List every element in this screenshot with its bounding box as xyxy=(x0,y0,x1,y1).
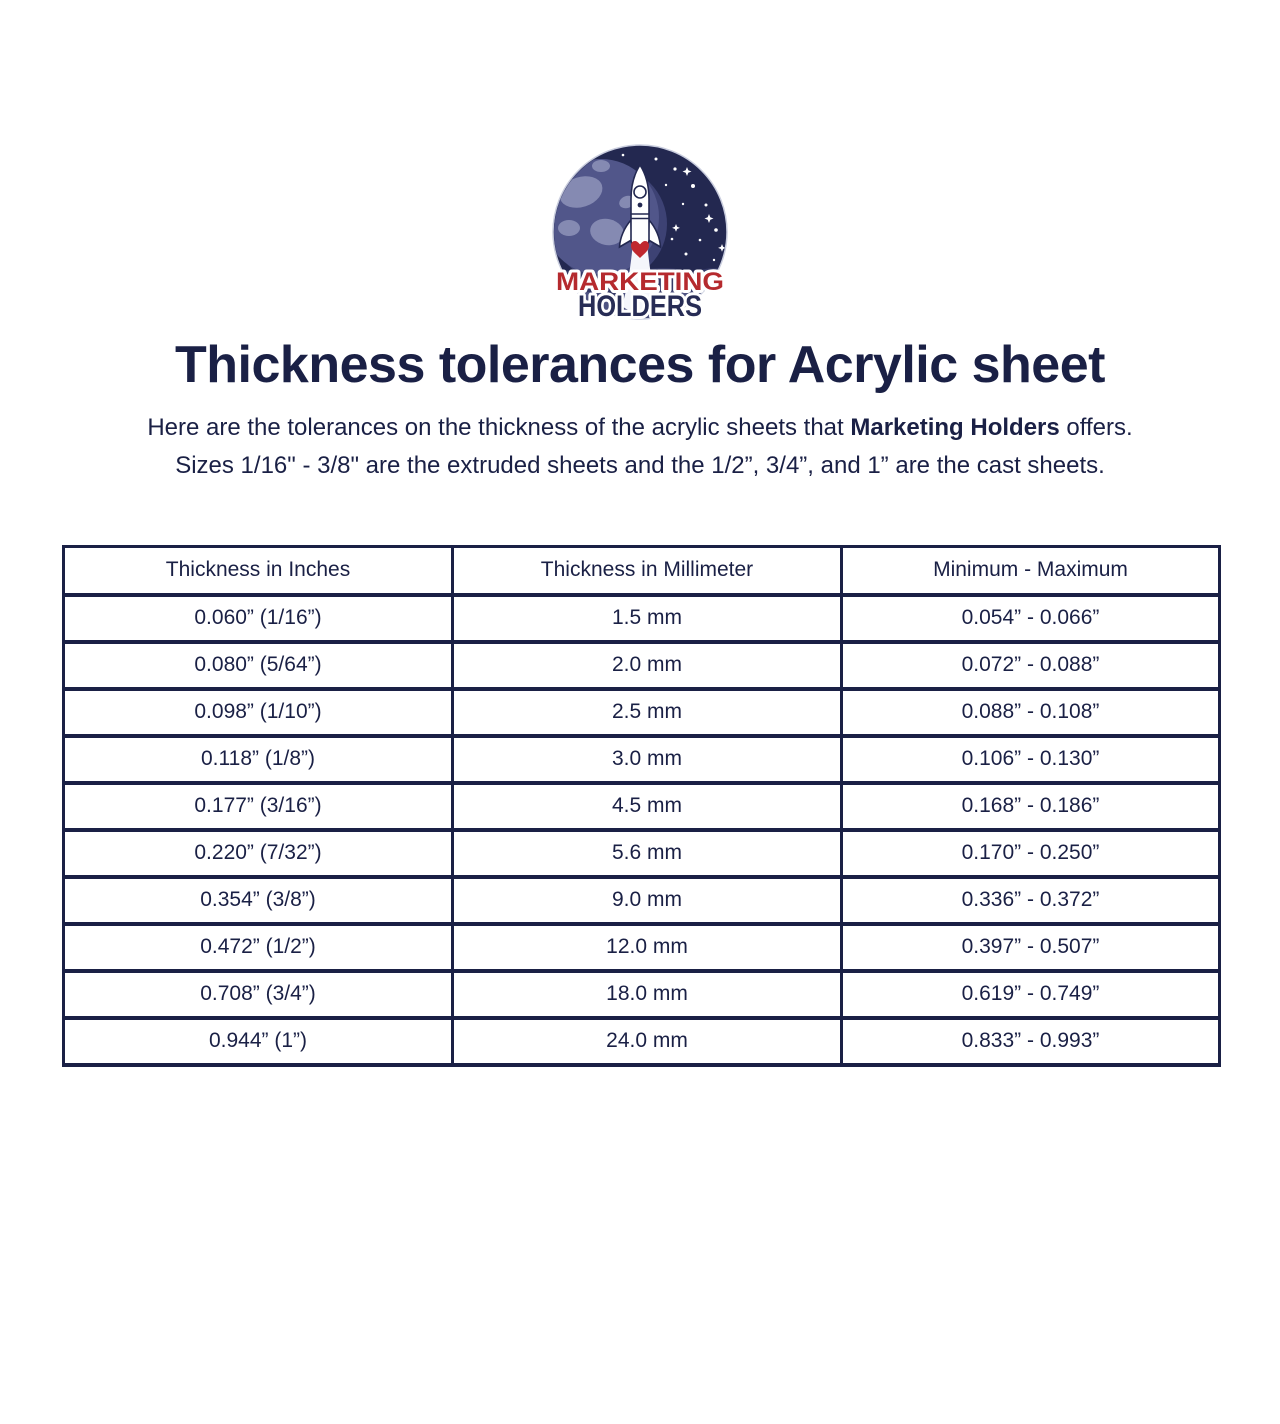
min-max-cell: 0.106” - 0.130” xyxy=(840,734,1221,785)
table-row: 0.472” (1/2”) 12.0 mm 0.397” - 0.507” xyxy=(62,922,1221,973)
marketing-holders-logo: MARKETING HOLDERS xyxy=(535,144,745,326)
table-row: 0.944” (1”) 24.0 mm 0.833” - 0.993” xyxy=(62,1016,1221,1067)
min-max-cell: 0.170” - 0.250” xyxy=(840,828,1221,879)
min-max-cell: 0.336” - 0.372” xyxy=(840,875,1221,926)
millimeter-cell: 4.5 mm xyxy=(451,781,843,832)
tolerance-table: Thickness in Inches Thickness in Millime… xyxy=(62,544,1221,1067)
logo-text-marketing: MARKETING xyxy=(556,268,724,296)
inches-cell: 0.177” (3/16”) xyxy=(62,781,454,832)
table-row: 0.098” (1/10”) 2.5 mm 0.088” - 0.108” xyxy=(62,687,1221,738)
column-header-min-max: Minimum - Maximum xyxy=(840,544,1221,597)
min-max-cell: 0.072” - 0.088” xyxy=(840,640,1221,691)
rocket-icon xyxy=(618,163,662,249)
min-max-cell: 0.168” - 0.186” xyxy=(840,781,1221,832)
page-title: Thickness tolerances for Acrylic sheet xyxy=(175,336,1105,394)
description-line-1: Here are the tolerances on the thickness… xyxy=(40,409,1240,447)
millimeter-cell: 2.0 mm xyxy=(451,640,843,691)
min-max-cell: 0.833” - 0.993” xyxy=(840,1016,1221,1067)
column-header-thickness-millimeter: Thickness in Millimeter xyxy=(451,544,843,597)
min-max-cell: 0.619” - 0.749” xyxy=(840,969,1221,1020)
description-line-2: Sizes 1/16" - 3/8" are the extruded shee… xyxy=(175,451,1105,479)
rocket-space-badge-icon: MARKETING HOLDERS xyxy=(552,144,728,326)
millimeter-cell: 2.5 mm xyxy=(451,687,843,738)
table-row: 0.060” (1/16”) 1.5 mm 0.054” - 0.066” xyxy=(62,593,1221,644)
inches-cell: 0.708” (3/4”) xyxy=(62,969,454,1020)
tolerance-table-body: 0.060” (1/16”) 1.5 mm 0.054” - 0.066” 0.080… xyxy=(62,593,1221,1067)
table-row: 0.354” (3/8”) 9.0 mm 0.336” - 0.372” xyxy=(62,875,1221,926)
millimeter-cell: 5.6 mm xyxy=(451,828,843,879)
description-line1-suffix: offers. xyxy=(1059,413,1133,441)
rocket-exhaust xyxy=(622,242,658,313)
millimeter-cell: 1.5 mm xyxy=(451,593,843,644)
min-max-cell: 0.054” - 0.066” xyxy=(840,593,1221,644)
inches-cell: 0.080” (5/64”) xyxy=(62,640,454,691)
description-line1-prefix: Here are the tolerances on the thickness… xyxy=(147,413,851,441)
inches-cell: 0.354” (3/8”) xyxy=(62,875,454,926)
column-header-thickness-inches: Thickness in Inches xyxy=(62,544,454,597)
inches-cell: 0.944” (1”) xyxy=(62,1016,454,1067)
millimeter-cell: 3.0 mm xyxy=(451,734,843,785)
min-max-cell: 0.088” - 0.108” xyxy=(840,687,1221,738)
page-background: MARKETING HOLDERS Thickness tolerances f… xyxy=(0,144,1280,1424)
inches-cell: 0.220” (7/32”) xyxy=(62,828,454,879)
inches-cell: 0.118” (1/8”) xyxy=(62,734,454,785)
millimeter-cell: 9.0 mm xyxy=(451,875,843,926)
millimeter-cell: 24.0 mm xyxy=(451,1016,843,1067)
table-row: 0.220” (7/32”) 5.6 mm 0.170” - 0.250” xyxy=(62,828,1221,879)
table-row: 0.080” (5/64”) 2.0 mm 0.072” - 0.088” xyxy=(62,640,1221,691)
millimeter-cell: 12.0 mm xyxy=(451,922,843,973)
table-row: 0.177” (3/16”) 4.5 mm 0.168” - 0.186” xyxy=(62,781,1221,832)
table-row: 0.708” (3/4”) 18.0 mm 0.619” - 0.749” xyxy=(62,969,1221,1020)
description-line1-bold: Marketing Holders xyxy=(850,413,1060,441)
millimeter-cell: 18.0 mm xyxy=(451,969,843,1020)
inches-cell: 0.472” (1/2”) xyxy=(62,922,454,973)
min-max-cell: 0.397” - 0.507” xyxy=(840,922,1221,973)
logo-text-holders: HOLDERS xyxy=(578,290,702,323)
description: Here are the tolerances on the thickness… xyxy=(40,409,1240,485)
inches-cell: 0.060” (1/16”) xyxy=(62,593,454,644)
table-row: 0.118” (1/8”) 3.0 mm 0.106” - 0.130” xyxy=(62,734,1221,785)
table-header-row: Thickness in Inches Thickness in Millime… xyxy=(62,544,1221,597)
heart-icon xyxy=(631,241,649,258)
inches-cell: 0.098” (1/10”) xyxy=(62,687,454,738)
